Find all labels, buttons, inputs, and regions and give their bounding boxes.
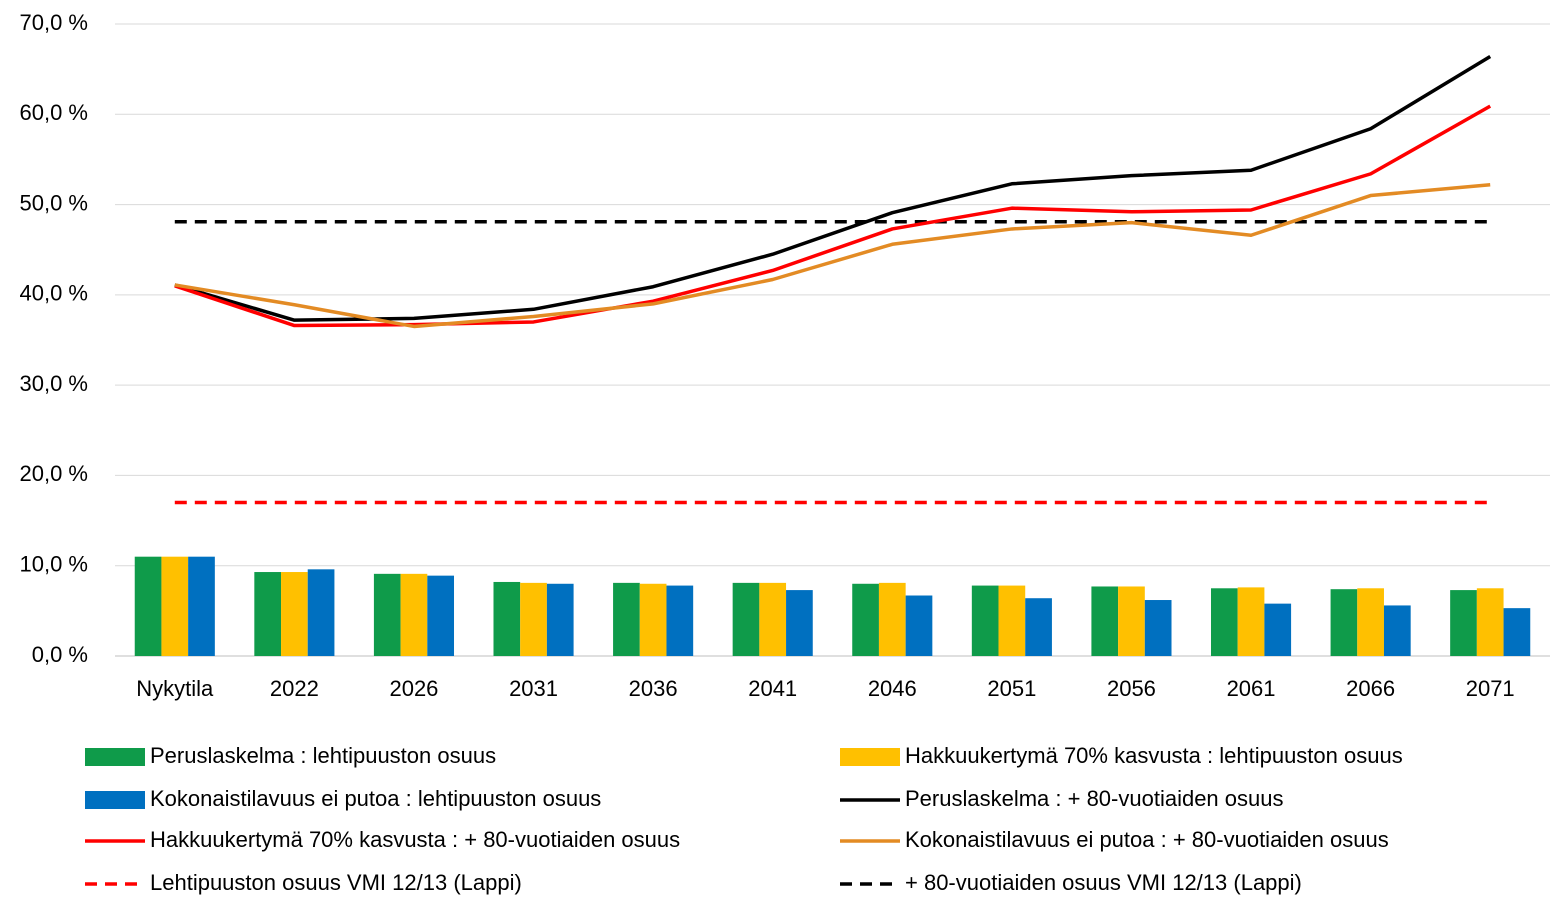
legend-label: Hakkuukertymä 70% kasvusta : + 80-vuotia… [150,827,680,852]
x-tick-label: 2041 [748,676,797,701]
y-tick-label: 40,0 % [20,281,89,306]
bar [1357,588,1384,656]
bar [1264,603,1292,656]
bar [971,585,999,656]
x-tick-label: 2071 [1466,676,1515,701]
bar [400,573,428,656]
legend-label: Peruslaskelma : + 80-vuotiaiden osuus [905,786,1284,811]
x-tick-label: 2046 [868,676,917,701]
y-tick-label: 0,0 % [32,642,88,667]
bar [852,583,879,656]
x-tick-label: 2022 [270,676,319,701]
bar [1330,589,1358,656]
line [174,104,1492,328]
legend-swatch [85,791,145,809]
legend-label: Kokonaistilavuus ei putoa : + 80-vuotiai… [905,827,1389,852]
y-tick-label: 50,0 % [20,190,89,215]
bar [161,556,189,656]
bar [188,556,215,656]
x-tick-label: 2051 [987,676,1036,701]
legend-label: + 80-vuotiaiden osuus VMI 12/13 (Lappi) [905,870,1302,895]
legend-label: Kokonaistilavuus ei putoa : lehtipuuston… [150,786,601,811]
x-tick-label: Nykytila [136,676,214,701]
bar [1144,600,1172,656]
legend-swatch [85,748,145,766]
bar [520,582,547,656]
y-tick-label: 10,0 % [20,552,89,577]
legend-label: Lehtipuuston osuus VMI 12/13 (Lappi) [150,870,522,895]
bar [1091,586,1119,656]
bar [732,582,760,656]
x-tick-label: 2061 [1227,676,1276,701]
bar [998,585,1026,656]
bar [1210,588,1238,656]
bar [254,572,282,656]
y-tick-label: 60,0 % [20,100,89,125]
line [174,182,1491,329]
y-tick-label: 30,0 % [20,371,89,396]
bar [427,575,455,656]
bar [281,572,308,656]
bar [373,573,401,656]
bar [759,582,787,656]
legend-swatch [840,748,900,766]
bar [1118,586,1145,656]
bar [307,569,335,656]
bar [639,583,667,656]
x-tick-label: 2026 [389,676,438,701]
bar [1237,587,1265,656]
bar [878,582,906,656]
x-tick-label: 2031 [509,676,558,701]
bar [134,556,162,656]
x-tick-label: 2056 [1107,676,1156,701]
x-tick-label: 2036 [629,676,678,701]
bar [1503,608,1531,656]
legend-label: Hakkuukertymä 70% kasvusta : lehtipuusto… [905,743,1403,768]
legend-label: Peruslaskelma : lehtipuuston osuus [150,743,496,768]
bar [786,590,813,656]
bar [1383,605,1411,656]
bar [905,595,933,656]
bar [613,582,640,656]
bar [1476,588,1504,656]
y-tick-label: 20,0 % [20,461,89,486]
y-tick-label: 70,0 % [20,10,89,35]
bar [1450,590,1477,656]
bar [546,583,574,656]
bar [666,585,694,656]
line [174,55,1492,322]
x-tick-label: 2066 [1346,676,1395,701]
bar [1025,598,1052,656]
bar [493,581,521,656]
